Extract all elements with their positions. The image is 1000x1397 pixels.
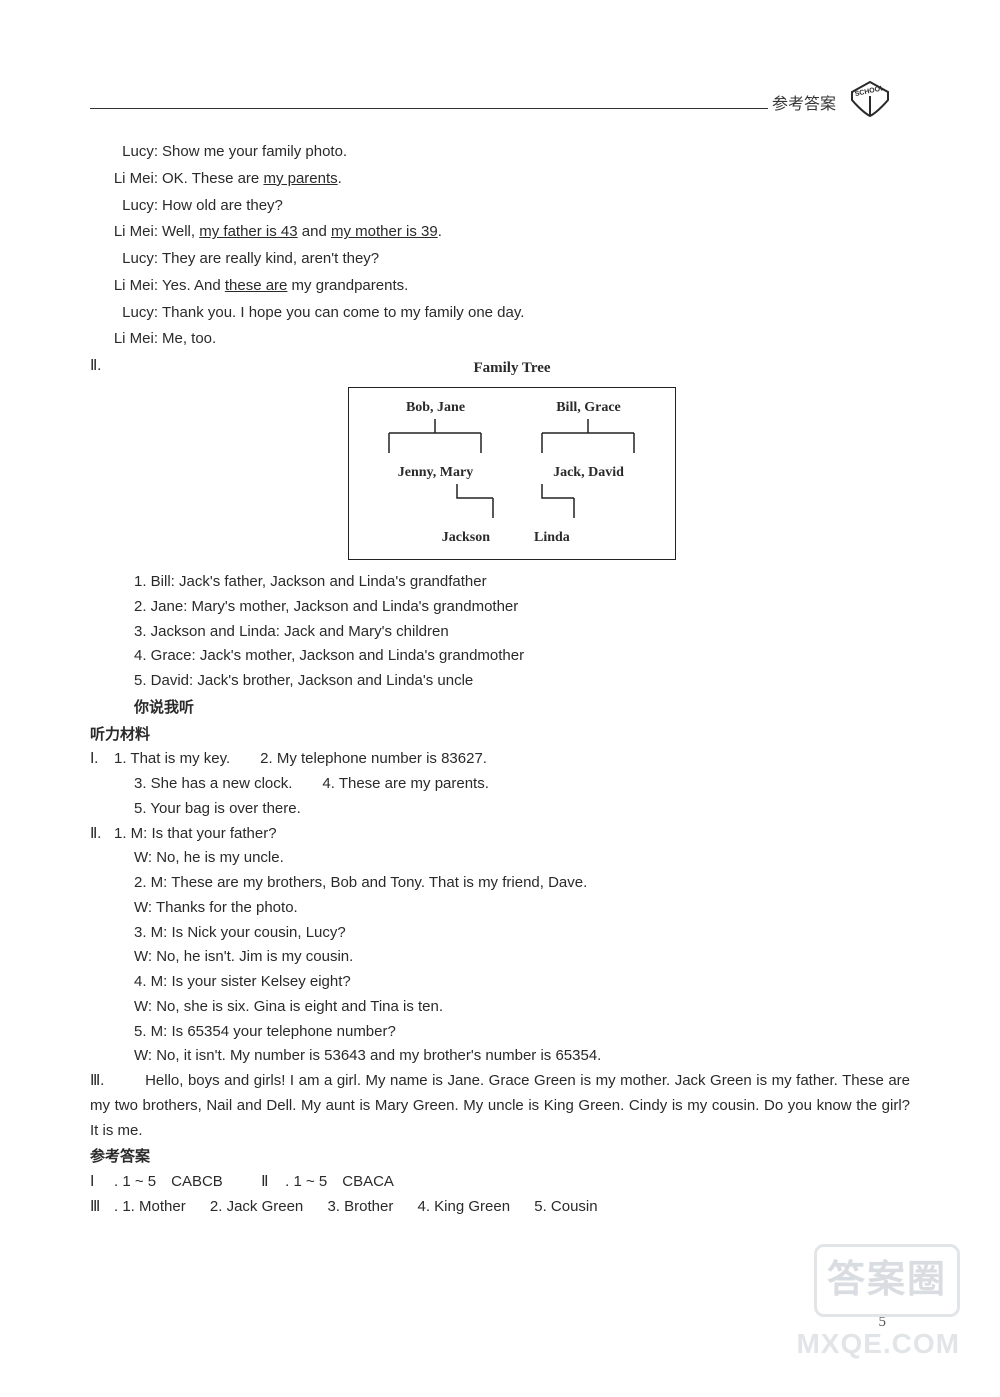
qa-q: 5. M: Is 65354 your telephone number? [90, 1020, 910, 1045]
dialog-text: OK. These are my parents. [162, 167, 910, 192]
dialog-line: Li Mei:Well, my father is 43 and my moth… [90, 220, 910, 245]
dialog-text: How old are they? [162, 194, 910, 219]
relation-line: 5. David: Jack's brother, Jackson and Li… [90, 669, 910, 694]
dialog-text: They are really kind, aren't they? [162, 247, 910, 272]
section-marker: Ⅱ. [90, 822, 114, 847]
tree-node: Linda [504, 526, 665, 549]
tree-node: Jenny, Mary [359, 461, 512, 484]
watermark-line1: 答案圈 [814, 1244, 960, 1317]
heading-answers: 参考答案 [90, 1145, 910, 1170]
qa-a: W: No, he is my uncle. [90, 846, 910, 871]
qa-a: W: Thanks for the photo. [90, 896, 910, 921]
part2: Ⅱ.1. M: Is that your father? [90, 822, 910, 847]
speaker: Li Mei: [90, 327, 162, 352]
page: 参考答案 SCHOOL Lucy:Show me your family pho… [0, 0, 1000, 1397]
underline: my father is 43 [199, 223, 297, 240]
section-marker: Ⅱ [261, 1170, 285, 1195]
dialog-text: Thank you. I hope you can come to my fam… [162, 301, 910, 326]
heading-materials: 听力材料 [90, 723, 910, 748]
dialog-line: Li Mei:Me, too. [90, 327, 910, 352]
dialog-line: Lucy:Thank you. I hope you can come to m… [90, 301, 910, 326]
section-marker: Ⅰ. [90, 747, 114, 772]
speaker: Li Mei: [90, 167, 162, 192]
dialog-text: Show me your family photo. [162, 140, 910, 165]
tree-node: Jack, David [512, 461, 665, 484]
school-badge-icon: SCHOOL [848, 78, 892, 127]
relation-line: 4. Grace: Jack's mother, Jackson and Lin… [90, 644, 910, 669]
dialog-text: Me, too. [162, 327, 910, 352]
qa-q: 4. M: Is your sister Kelsey eight? [90, 970, 910, 995]
tree-connector [359, 484, 512, 526]
answer-row: Ⅰ. 1 ~ 5 CABCB Ⅱ. 1 ~ 5 CBACA [90, 1170, 910, 1195]
dialog-line: Lucy:How old are they? [90, 194, 910, 219]
part1: Ⅰ.1. That is my key. 2. My telephone num… [90, 747, 910, 772]
list-item: 5. Your bag is over there. [90, 797, 910, 822]
speaker: Lucy: [90, 247, 162, 272]
dialog-line: Li Mei:OK. These are my parents. [90, 167, 910, 192]
qa-a: W: No, he isn't. Jim is my cousin. [90, 945, 910, 970]
answer-item: 4. King Green [418, 1198, 511, 1215]
tree-title: Family Tree [114, 356, 910, 381]
tree-connector [512, 419, 665, 461]
qa-a: W: No, it isn't. My number is 53643 and … [90, 1044, 910, 1069]
speaker: Lucy: [90, 140, 162, 165]
answer-item: 2. Jack Green [210, 1198, 303, 1215]
answer-item: 3. Brother [327, 1198, 393, 1215]
list-item: 1. That is my key. 2. My telephone numbe… [114, 750, 487, 767]
watermark: 答案圈 MXQE.COM [796, 1244, 960, 1367]
qa-a: W: No, she is six. Gina is eight and Tin… [90, 995, 910, 1020]
underline: my parents [263, 170, 337, 187]
tree-node: Bob, Jane [359, 396, 512, 419]
tree-node: Bill, Grace [512, 396, 665, 419]
page-number: 5 [879, 1310, 887, 1335]
section-marker: Ⅱ. [90, 354, 114, 570]
tree-node: Jackson [359, 526, 504, 549]
dialog-line: Lucy:Show me your family photo. [90, 140, 910, 165]
relation-line: 3. Jackson and Linda: Jack and Mary's ch… [90, 620, 910, 645]
answer-item: 1. Mother [122, 1198, 185, 1215]
section-marker: Ⅲ. [90, 1069, 114, 1094]
speaker: Li Mei: [90, 274, 162, 299]
tree-connector [359, 419, 512, 461]
family-tree: Bob, Jane Bill, Grace Jenny, Mary Jack [348, 387, 676, 560]
dialog-line: Lucy:They are really kind, aren't they? [90, 247, 910, 272]
qa-q: 1. M: Is that your father? [114, 825, 277, 842]
header-rule [90, 108, 840, 109]
answer-row: Ⅲ. 1. Mother 2. Jack Green 3. Brother 4.… [90, 1195, 910, 1220]
passage: Hello, boys and girls! I am a girl. My n… [90, 1072, 910, 1139]
qa-q: 2. M: These are my brothers, Bob and Ton… [90, 871, 910, 896]
section-marker: Ⅰ [90, 1170, 114, 1195]
dialog-text: Yes. And these are my grandparents. [162, 274, 910, 299]
underline: these are [225, 277, 288, 294]
heading-speak-listen: 你说我听 [90, 696, 910, 721]
relation-line: 2. Jane: Mary's mother, Jackson and Lind… [90, 595, 910, 620]
qa-q: 3. M: Is Nick your cousin, Lucy? [90, 921, 910, 946]
part3: Ⅲ. Hello, boys and girls! I am a girl. M… [90, 1069, 910, 1143]
section-marker: Ⅲ [90, 1195, 114, 1220]
list-item: 3. She has a new clock. 4. These are my … [90, 772, 910, 797]
tree-connector [512, 484, 665, 526]
speaker: Lucy: [90, 301, 162, 326]
dialog-line: Li Mei:Yes. And these are my grandparent… [90, 274, 910, 299]
dialog-text: Well, my father is 43 and my mother is 3… [162, 220, 910, 245]
underline: my mother is 39 [331, 223, 438, 240]
content: Lucy:Show me your family photo. Li Mei:O… [90, 140, 910, 1220]
answer-item: 5. Cousin [534, 1198, 597, 1215]
speaker: Li Mei: [90, 220, 162, 245]
relation-line: 1. Bill: Jack's father, Jackson and Lind… [90, 570, 910, 595]
speaker: Lucy: [90, 194, 162, 219]
header-label: 参考答案 [768, 92, 840, 118]
